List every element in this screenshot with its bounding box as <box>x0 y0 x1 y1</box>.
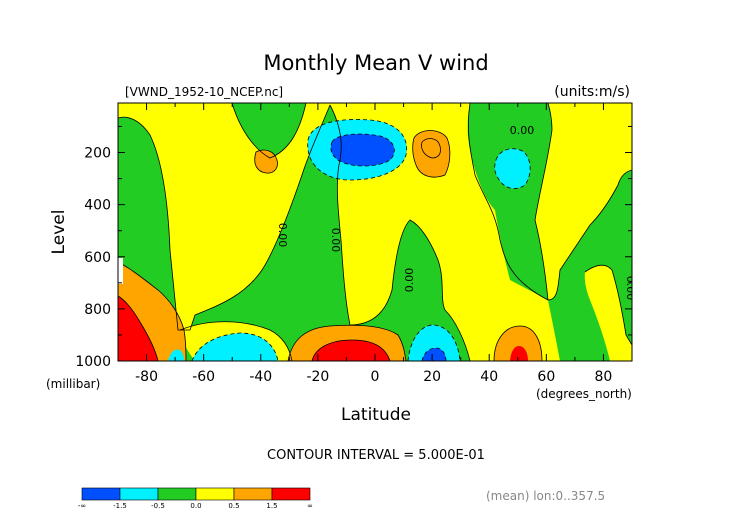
contour-fill-red-50n <box>510 346 528 361</box>
contour-fill-red-southeq <box>312 340 390 361</box>
contour-line <box>254 149 278 174</box>
contour-line <box>191 332 279 361</box>
contour-line <box>412 130 451 178</box>
contour-label: 0.00 <box>624 276 637 301</box>
contour-line <box>118 261 187 361</box>
units-label: (units:m/s) <box>554 84 630 100</box>
chart-title: Monthly Mean V wind <box>263 51 488 75</box>
x-axis-title: Latitude <box>341 405 411 425</box>
x-tick-label: 40 <box>480 369 498 385</box>
contour-fill-cyan-ne <box>494 148 531 189</box>
colorbar-label: 0.0 <box>190 502 201 510</box>
colorbar-swatch <box>119 487 159 501</box>
contour-line <box>287 324 407 361</box>
y-tick-label: 600 <box>84 250 111 266</box>
dataset-label: [VWND_1952-10_NCEP.nc] <box>125 85 283 99</box>
contour-line <box>494 148 531 189</box>
y-axis-units: (millibar) <box>46 377 100 391</box>
x-tick-label: -80 <box>135 369 158 385</box>
x-tick-label: -20 <box>306 369 329 385</box>
x-tick-label: 60 <box>537 369 555 385</box>
contour-fill-yellow-east <box>535 103 632 300</box>
colorbar-swatch <box>233 487 273 501</box>
contour-lines <box>118 103 632 361</box>
contour-line <box>118 104 331 331</box>
colorbar-label: -∞ <box>78 502 86 510</box>
contour-fill-cyan-sw <box>192 333 278 361</box>
y-axis-title: Level <box>49 210 69 255</box>
x-axis-units: (degrees_north) <box>536 387 632 401</box>
contour-label: 0.00 <box>403 268 416 293</box>
x-tick-label: -40 <box>249 369 272 385</box>
contour-interval-text: CONTOUR INTERVAL = 5.000E-01 <box>267 448 485 463</box>
contour-fill-cyan-sw-small <box>168 349 184 361</box>
contour-line <box>584 264 632 346</box>
contour-line <box>534 103 553 301</box>
colorbar-swatch <box>157 487 197 501</box>
x-tick-label: 20 <box>423 369 441 385</box>
y-tick-label: 1000 <box>75 354 111 370</box>
contour-fill-orange-upper <box>254 150 278 174</box>
contour-line <box>307 119 408 181</box>
contour-line <box>311 339 391 361</box>
contour-label: 0.00 <box>276 223 289 248</box>
contour-line <box>231 103 307 159</box>
contour-line <box>329 104 471 361</box>
colorbar-label: ∞ <box>307 502 313 510</box>
contour-line <box>468 103 632 301</box>
x-tick-label: -60 <box>192 369 215 385</box>
contour-label: 0.00 <box>510 124 535 137</box>
contour-line <box>493 325 543 361</box>
colorbar-swatch <box>271 487 311 501</box>
contour-fill-yellow-southeast <box>584 265 632 361</box>
colorbar-swatch <box>195 487 235 501</box>
colorbar-swatch <box>81 487 121 501</box>
y-axis: 200 400 600 800 1000 <box>75 125 632 370</box>
colorbar: -∞ -1.5 -0.5 0.0 0.5 1.5 ∞ <box>78 487 313 510</box>
plot-notch <box>111 258 123 284</box>
contour-label: 0.00 <box>329 228 342 253</box>
x-tick-label: 0 <box>371 369 380 385</box>
contour-fill-cyan-20n <box>408 325 460 361</box>
contour-fill-blue-upper <box>330 134 395 166</box>
contour-fill-yellow-northwest <box>178 103 206 150</box>
y-tick-label: 400 <box>84 198 111 214</box>
colorbar-label: 1.5 <box>266 502 277 510</box>
contour-fill-blue-20n <box>422 348 446 361</box>
contour-line <box>407 324 461 361</box>
plot-area: 0.00 0.00 0.00 0.00 0.00 <box>118 103 637 361</box>
y-tick-label: 200 <box>84 146 111 162</box>
contour-line <box>179 321 293 361</box>
contour-line <box>421 138 441 159</box>
x-tick-label: 80 <box>595 369 613 385</box>
contour-line <box>118 295 159 361</box>
colorbar-label: 0.5 <box>228 502 239 510</box>
footer-mean-label: (mean) lon:0..357.5 <box>486 489 605 503</box>
contour-line <box>421 347 447 361</box>
y-tick-label: 800 <box>84 302 111 318</box>
colorbar-label: -0.5 <box>151 502 165 510</box>
contour-line <box>330 133 395 167</box>
colorbar-label: -1.5 <box>113 502 127 510</box>
x-axis: -80 -60 -40 -20 0 20 40 60 80 <box>117 103 633 385</box>
contour-fill-red-southpole <box>118 296 158 361</box>
contour-fill-orange-50n <box>494 326 542 361</box>
